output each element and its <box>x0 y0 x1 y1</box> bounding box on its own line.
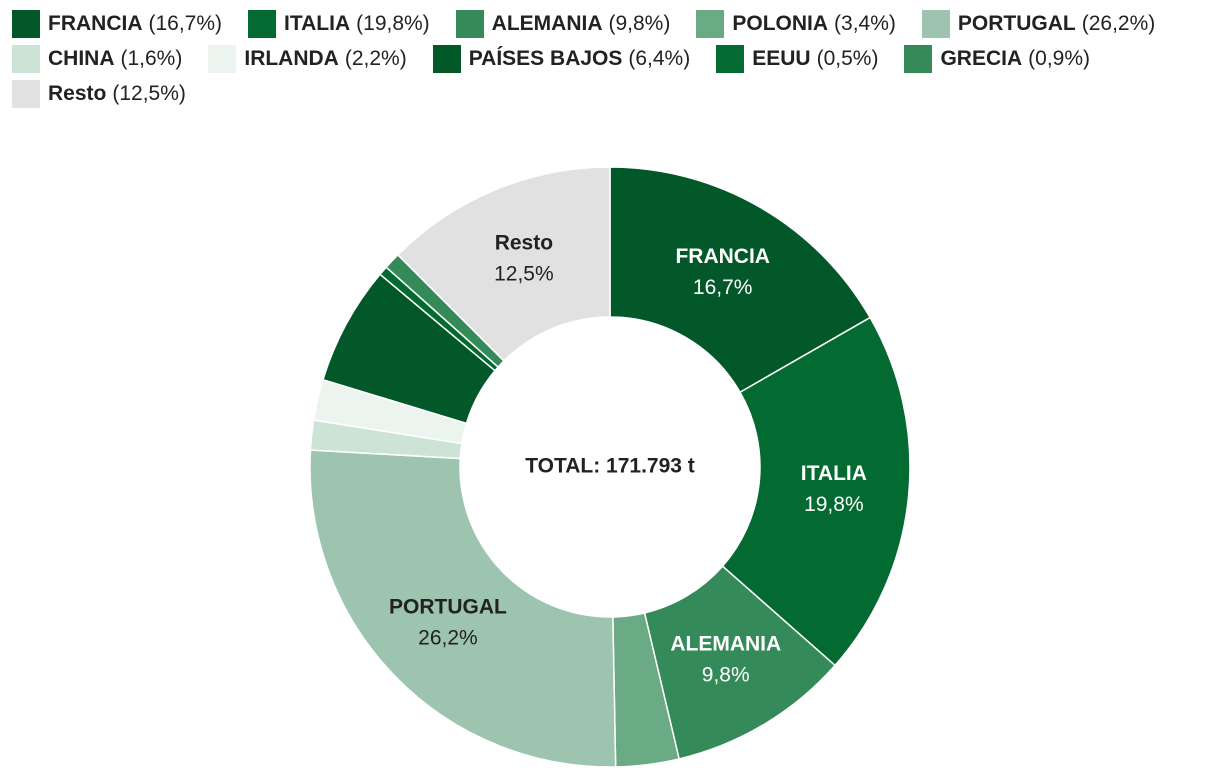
legend-item: PAÍSES BAJOS (6,4%) <box>432 45 691 73</box>
slice-name: Resto <box>495 232 553 255</box>
legend-name: POLONIA <box>732 12 829 35</box>
legend-swatch <box>904 45 933 73</box>
legend-swatch <box>455 10 484 38</box>
legend-swatch <box>12 10 40 38</box>
legend-item: IRLANDA (2,2%) <box>208 45 407 73</box>
slice-value: 26,2% <box>418 627 478 650</box>
legend-name: CHINA <box>48 47 115 70</box>
legend-name: Resto <box>48 82 107 105</box>
legend-item: ALEMANIA (9,8%) <box>455 10 671 38</box>
legend-value: (3,4%) <box>834 12 896 35</box>
legend-name: GRECIA <box>940 47 1023 70</box>
legend-item: ITALIA (19,8%) <box>248 10 430 38</box>
legend-name: ITALIA <box>284 12 351 35</box>
slice <box>396 166 611 362</box>
legend-value: (12,5%) <box>112 82 186 105</box>
legend-name: FRANCIA <box>48 12 143 35</box>
legend-swatch <box>716 45 745 73</box>
legend-swatch <box>12 80 40 108</box>
legend-name: PORTUGAL <box>957 12 1076 35</box>
legend-value: (19,8%) <box>356 12 430 35</box>
legend-item: POLONIA (3,4%) <box>696 10 896 38</box>
legend: FRANCIA (16,7%) ITALIA (19,8%) ALEMANIA (9,8%… <box>12 10 1212 108</box>
slice-name: PORTUGAL <box>389 596 507 619</box>
legend-value: (16,7%) <box>148 12 223 35</box>
legend-value: (2,2%) <box>344 47 407 70</box>
slice-value: 9,8% <box>702 663 750 686</box>
legend-item: CHINA (1,6%) <box>12 45 182 73</box>
legend-name: ALEMANIA <box>491 12 603 35</box>
legend-value: (1,6%) <box>120 47 183 70</box>
legend-swatch <box>208 45 237 73</box>
legend-name: EEUU <box>752 47 811 70</box>
legend-swatch <box>696 10 725 38</box>
legend-name: IRLANDA <box>244 47 339 70</box>
legend-name: PAÍSES BAJOS <box>468 47 623 70</box>
legend-swatch <box>248 10 277 38</box>
legend-value: (6,4%) <box>628 47 691 70</box>
legend-value: (26,2%) <box>1081 12 1156 35</box>
slice-value: 12,5% <box>494 263 554 286</box>
legend-swatch <box>432 45 461 73</box>
legend-value: (0,9%) <box>1028 47 1090 70</box>
legend-swatch <box>12 45 40 73</box>
legend-item: Resto (12,5%) <box>12 80 186 108</box>
slice <box>309 449 617 768</box>
legend-swatch <box>921 10 950 38</box>
slice-name: ITALIA <box>801 462 867 485</box>
legend-value: (0,5%) <box>816 47 879 70</box>
slice-value: 19,8% <box>804 493 864 516</box>
slice-value: 16,7% <box>693 276 753 299</box>
slice-name: FRANCIA <box>675 245 770 268</box>
slice-name: ALEMANIA <box>670 632 781 655</box>
slice <box>609 166 872 394</box>
legend-value: (9,8%) <box>608 12 671 35</box>
legend-item: EEUU (0,5%) <box>716 45 878 73</box>
center-label: TOTAL: 171.793 t <box>525 455 695 478</box>
legend-item: GRECIA (0,9%) <box>904 45 1090 73</box>
slice <box>721 316 911 667</box>
legend-item: PORTUGAL (26,2%) <box>921 10 1156 38</box>
legend-item: FRANCIA (16,7%) <box>12 10 222 38</box>
